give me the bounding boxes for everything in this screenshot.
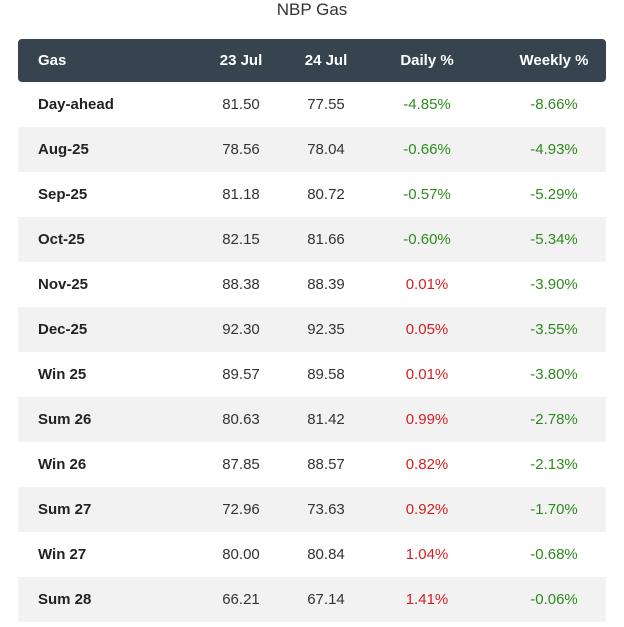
row-daily-change: 0.99%	[405, 411, 449, 428]
row-value-23-jul: 78.56	[222, 141, 260, 158]
row-daily-change: 1.41%	[405, 591, 449, 608]
row-value-23-jul: 87.85	[222, 456, 260, 473]
header-24-jul: 24 Jul	[304, 52, 348, 69]
row-weekly-change: -4.93%	[530, 141, 578, 158]
row-value-23-jul: 82.15	[222, 231, 260, 248]
row-name: Sum 27	[38, 501, 92, 518]
header-23-jul: 23 Jul	[219, 52, 263, 69]
row-value-23-jul: 92.30	[222, 321, 260, 338]
table-row: Dec-25 92.30 92.35 0.05% -3.55%	[18, 307, 606, 352]
row-value-23-jul: 80.00	[222, 546, 260, 563]
row-value-24-jul: 92.35	[307, 321, 345, 338]
table-row: Win 25 89.57 89.58 0.01% -3.80%	[18, 352, 606, 397]
row-value-23-jul: 89.57	[222, 366, 260, 383]
table-row: Oct-25 82.15 81.66 -0.60% -5.34%	[18, 217, 606, 262]
row-value-23-jul: 88.38	[222, 276, 260, 293]
row-name: Win 25	[38, 366, 87, 383]
row-weekly-change: -2.13%	[530, 456, 578, 473]
table-row: Day-ahead 81.50 77.55 -4.85% -8.66%	[18, 82, 606, 127]
row-daily-change: -0.60%	[403, 231, 451, 248]
row-weekly-change: -3.90%	[530, 276, 578, 293]
row-daily-change: 0.05%	[405, 321, 449, 338]
nbp-gas-table: Gas 23 Jul 24 Jul Daily % Weekly % Day-a…	[18, 39, 606, 622]
row-value-24-jul: 81.66	[307, 231, 345, 248]
row-daily-change: 0.82%	[405, 456, 449, 473]
table-title: NBP Gas	[276, 0, 348, 19]
row-weekly-change: -0.68%	[530, 546, 578, 563]
row-weekly-change: -3.55%	[530, 321, 578, 338]
row-weekly-change: -8.66%	[530, 96, 578, 113]
row-value-23-jul: 81.18	[222, 186, 260, 203]
table-row: Sum 28 66.21 67.14 1.41% -0.06%	[18, 577, 606, 622]
table-row: Aug-25 78.56 78.04 -0.66% -4.93%	[18, 127, 606, 172]
row-name: Sum 26	[38, 411, 92, 428]
row-daily-change: -4.85%	[403, 96, 451, 113]
row-value-23-jul: 80.63	[222, 411, 260, 428]
row-name: Nov-25	[38, 276, 89, 293]
row-name: Oct-25	[38, 231, 85, 248]
row-value-24-jul: 89.58	[307, 366, 345, 383]
row-value-24-jul: 88.39	[307, 276, 345, 293]
row-daily-change: 0.92%	[405, 501, 449, 518]
header-gas: Gas	[38, 52, 67, 69]
table-row: Win 26 87.85 88.57 0.82% -2.13%	[18, 442, 606, 487]
row-weekly-change: -5.34%	[530, 231, 578, 248]
row-weekly-change: -3.80%	[530, 366, 578, 383]
row-value-23-jul: 81.50	[222, 96, 260, 113]
row-value-24-jul: 80.84	[307, 546, 345, 563]
row-value-24-jul: 80.72	[307, 186, 345, 203]
row-value-24-jul: 73.63	[307, 501, 345, 518]
row-value-24-jul: 78.04	[307, 141, 345, 158]
row-value-23-jul: 66.21	[222, 591, 260, 608]
table-header-row: Gas 23 Jul 24 Jul Daily % Weekly %	[18, 39, 606, 82]
row-name: Dec-25	[38, 321, 88, 338]
row-daily-change: 0.01%	[405, 276, 449, 293]
row-value-24-jul: 77.55	[307, 96, 345, 113]
row-name: Win 27	[38, 546, 87, 563]
row-weekly-change: -0.06%	[530, 591, 578, 608]
row-daily-change: 1.04%	[405, 546, 449, 563]
row-weekly-change: -5.29%	[530, 186, 578, 203]
table-row: Win 27 80.00 80.84 1.04% -0.68%	[18, 532, 606, 577]
row-daily-change: -0.57%	[403, 186, 451, 203]
row-value-23-jul: 72.96	[222, 501, 260, 518]
row-name: Win 26	[38, 456, 87, 473]
table-row: Sum 27 72.96 73.63 0.92% -1.70%	[18, 487, 606, 532]
table-row: Sep-25 81.18 80.72 -0.57% -5.29%	[18, 172, 606, 217]
header-daily-pct: Daily %	[400, 52, 454, 69]
table-row: Nov-25 88.38 88.39 0.01% -3.90%	[18, 262, 606, 307]
row-value-24-jul: 81.42	[307, 411, 345, 428]
row-weekly-change: -2.78%	[530, 411, 578, 428]
row-value-24-jul: 88.57	[307, 456, 345, 473]
row-name: Sep-25	[38, 186, 88, 203]
table-row: Sum 26 80.63 81.42 0.99% -2.78%	[18, 397, 606, 442]
header-weekly-pct: Weekly %	[519, 52, 589, 69]
row-value-24-jul: 67.14	[307, 591, 345, 608]
row-weekly-change: -1.70%	[530, 501, 578, 518]
row-daily-change: -0.66%	[403, 141, 451, 158]
row-name: Aug-25	[38, 141, 89, 158]
row-daily-change: 0.01%	[405, 366, 449, 383]
row-name: Sum 28	[38, 591, 92, 608]
row-name: Day-ahead	[38, 96, 114, 113]
